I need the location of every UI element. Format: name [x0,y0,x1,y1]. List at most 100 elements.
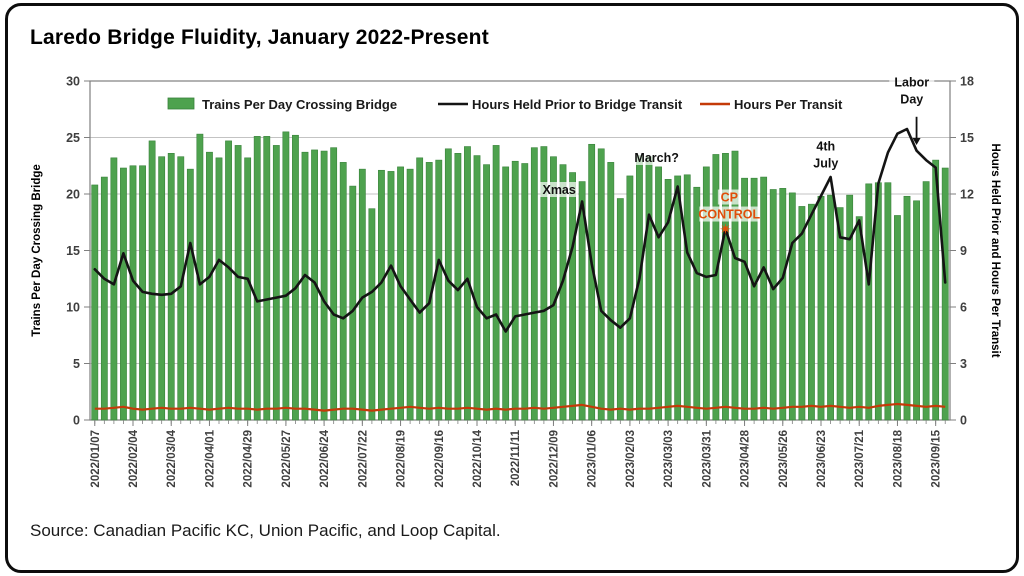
annotation-bg [806,155,845,171]
bar [120,167,127,421]
x-tick-label: 2022/01/07 [90,430,102,488]
source-note: Source: Canadian Pacific KC, Union Pacif… [30,521,501,540]
legend-item-0: Trains Per Day Crossing Bridge [167,97,397,112]
bar [674,175,682,421]
bar [827,194,834,421]
x-tick-label: 2022/03/04 [166,429,178,487]
x-tick-label: 2023/05/26 [778,430,790,488]
bar [922,181,930,421]
hours-per-transit-line [94,402,946,412]
x-tick-label: 2022/02/04 [128,429,140,487]
bar [301,151,309,421]
labor-day-arrowhead-icon [912,138,921,146]
bar [91,184,99,421]
right-axis: 0 3 6 9 12 15 18 [950,75,974,428]
right-tick-label: 15 [960,131,974,145]
bar [702,166,710,421]
legend-item-2: Hours Per Transit [700,97,843,112]
right-axis-title: Hours Held Prior and Hours Per Transit [989,143,1001,357]
bar [148,140,156,421]
x-tick-label: 2023/04/28 [740,429,752,487]
bar [492,145,500,421]
annotation-cp-control: CP CONTROL [698,189,761,235]
legend: Trains Per Day Crossing Bridge Hours Held… [167,97,843,112]
bar [511,160,519,421]
left-tick-label: 15 [66,244,80,258]
left-tick-label: 20 [66,188,80,202]
bar [588,143,596,421]
annotation-text: March? [634,151,678,165]
annotation-bg [699,206,760,222]
bar [397,166,404,421]
bars-trains-per-day [91,131,949,421]
x-tick-label: 2023/09/15 [931,429,943,487]
bar [846,194,854,421]
bar [855,216,863,421]
annotation-bg [630,149,683,165]
annotation-text: CP [721,191,738,205]
x-tick-label: 2023/03/03 [663,430,675,488]
bar [693,186,701,421]
annotation-labor-day: Labor Day [889,74,935,146]
legend-label: Hours Per Transit [734,97,843,112]
bar [167,153,175,421]
bar [387,171,395,421]
x-tick-label: 2022/06/24 [319,429,331,487]
annotation-march: March? [630,149,683,165]
annotation-text: CONTROL [698,208,760,222]
bar [292,134,299,421]
x-tick-label: 2023/02/03 [625,430,637,488]
x-tick-label: 2022/12/09 [548,430,560,488]
bar [884,182,892,421]
bar [597,148,605,421]
bar [836,207,844,421]
bar [263,136,271,421]
bar [683,174,691,421]
right-tick-label: 6 [960,301,967,315]
bar [894,215,901,421]
bar [808,203,815,421]
x-tick-label: 2022/04/01 [204,429,216,487]
annotation-4th-july: 4th July [806,138,845,171]
bar [941,167,949,421]
bar [521,163,529,421]
left-tick-label: 25 [66,131,80,145]
left-tick-label: 0 [73,414,80,428]
right-tick-label: 0 [960,414,967,428]
cp-control-marker-icon [719,223,731,235]
legend-label: Hours Held Prior to Bridge Transit [472,97,683,112]
right-tick-label: 12 [960,188,974,202]
annotation-bg [540,182,578,197]
left-axis: 0 5 10 15 20 25 30 [66,75,90,428]
right-tick-label: 18 [960,75,974,89]
x-tick-label: 2023/03/31 [701,429,713,487]
legend-item-1: Hours Held Prior to Bridge Transit [438,97,683,112]
bar [530,147,538,421]
bar [206,151,213,421]
bar [110,157,118,421]
x-tick-label: 2022/04/29 [243,430,255,488]
right-tick-label: 9 [960,244,967,258]
hours-held-line [93,127,947,333]
right-tick-label: 3 [960,357,967,371]
annotation-text: July [813,157,838,171]
chart-title: Laredo Bridge Fluidity, January 2022-Pre… [30,26,489,49]
bar [655,166,662,421]
bar [378,169,385,421]
annotation-bg [810,138,841,154]
bar [358,168,366,421]
x-tick-label: 2023/06/23 [816,430,828,488]
x-tick-label: 2023/08/18 [892,429,904,487]
left-tick-label: 5 [73,357,80,371]
annotation-bg [717,189,741,205]
bar [234,145,242,421]
x-axis: 2022/01/07 2022/02/04 2022/03/04 2022/04/01… [90,420,946,488]
x-tick-label: 2023/07/21 [854,429,866,487]
bar [225,140,232,421]
bar [779,188,787,421]
annotation-xmas: Xmas [540,182,578,197]
bar [788,192,796,421]
left-tick-label: 30 [66,75,80,89]
bar [626,175,634,421]
